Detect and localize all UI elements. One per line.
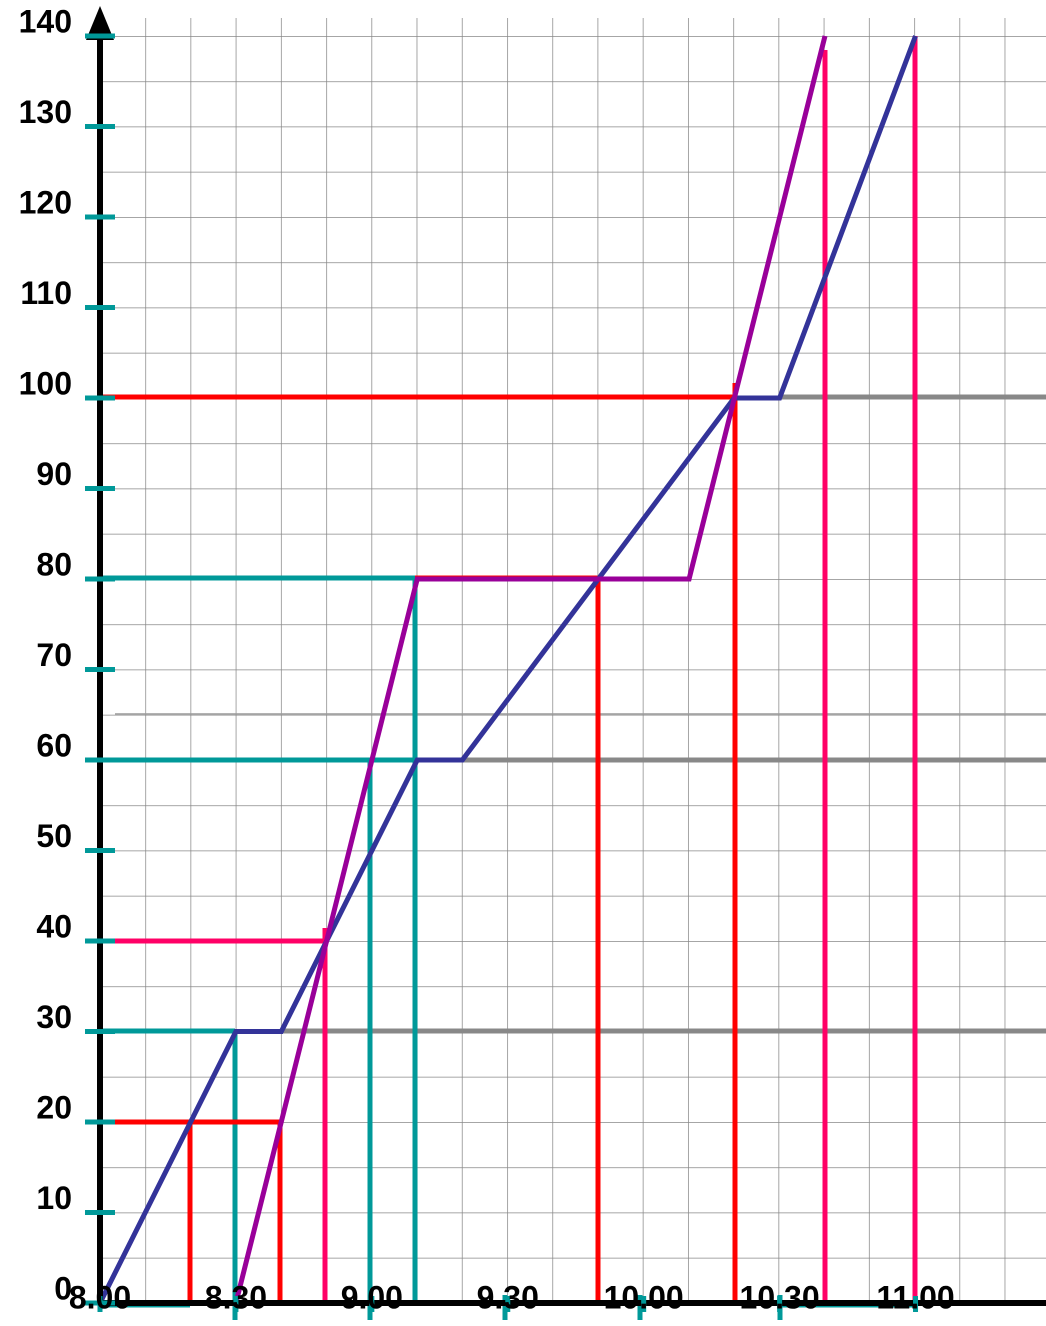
x-tick-label: 10.30: [740, 1279, 820, 1315]
y-tick-label: 30: [36, 999, 72, 1035]
x-tick-label: 11.00: [876, 1279, 954, 1315]
y-tick-label: 110: [20, 275, 72, 311]
y-tick-label: 120: [19, 184, 72, 220]
y-tick-label: 140: [19, 3, 72, 39]
y-tick-label: 20: [36, 1089, 72, 1125]
y-tick-label: 80: [36, 546, 72, 582]
y-tick-label: 70: [36, 637, 72, 673]
line: [233, 35, 828, 1304]
y-tick-label: 10: [36, 1180, 72, 1216]
x-tick-label: 9.30: [477, 1279, 539, 1315]
grid: [100, 18, 1046, 1303]
x-tick-label: 8.30: [205, 1279, 267, 1315]
y-tick-label: 40: [36, 908, 72, 944]
y-tick-label: 100: [19, 365, 72, 401]
x-tick-label: 9.00: [341, 1279, 403, 1315]
line: [97, 35, 918, 1305]
y-tick-label: 90: [36, 456, 72, 492]
y-tick-label: 50: [36, 818, 72, 854]
x-tick-label: 10.00: [604, 1279, 684, 1315]
y-tick-label: 60: [36, 727, 72, 763]
y-tick-label: 130: [19, 94, 72, 130]
x-tick-label: 8.00: [69, 1279, 131, 1315]
y-tick-label: 0: [54, 1270, 72, 1306]
axes: [86, 6, 1046, 1306]
